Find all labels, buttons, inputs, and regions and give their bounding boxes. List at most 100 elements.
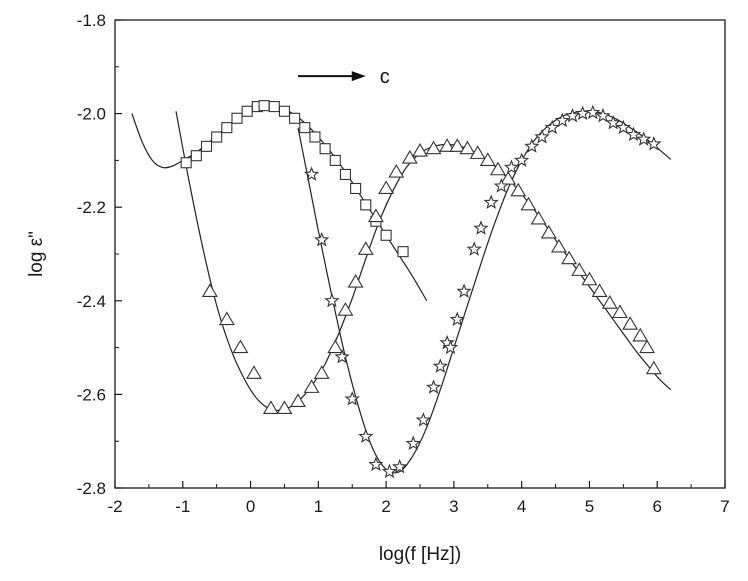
star-marker: [405, 435, 421, 451]
triangle-marker: [313, 365, 330, 379]
square-marker: [180, 157, 192, 169]
triangle-marker: [561, 250, 578, 265]
star-marker: [334, 348, 350, 364]
annotation-label: c: [380, 66, 390, 88]
star-marker: [646, 135, 662, 151]
star-marker: [442, 339, 459, 355]
star-marker: [324, 292, 340, 308]
square-marker: [278, 105, 290, 117]
square-marker: [360, 199, 372, 211]
square-fit-curve: [131, 105, 428, 302]
triangle-marker: [425, 140, 442, 155]
x-tick-label: 1: [314, 497, 323, 516]
square-marker: [241, 105, 253, 117]
triangle-marker: [290, 393, 306, 407]
triangle-marker: [262, 400, 279, 414]
square-marker: [309, 131, 321, 143]
triangle-marker: [581, 271, 598, 286]
triangle-marker: [367, 208, 384, 223]
triangle-marker: [601, 295, 618, 309]
x-tick-label: 4: [517, 497, 526, 516]
triangle-marker: [347, 273, 364, 288]
triangle-marker: [459, 140, 476, 155]
square-marker: [258, 100, 270, 112]
y-tick-label: -2.8: [77, 479, 106, 498]
star-marker: [466, 241, 482, 256]
annotation-arrow-head: [351, 71, 366, 82]
star-marker: [358, 428, 374, 444]
axis-tick-labels: -2 -1 0 1 2 3 4 5 6 7 -1.8 -2.0 -2.2 -2.4 -2.6 -2.8: [77, 11, 730, 516]
star-marker: [415, 412, 432, 427]
star-marker: [314, 231, 330, 247]
axis-ticks: [114, 19, 726, 489]
triangle-marker: [303, 379, 320, 393]
square-marker: [329, 154, 341, 166]
triangle-marker: [530, 210, 547, 225]
star-marker: [381, 463, 398, 479]
triangle-marker: [639, 339, 656, 354]
x-tick-label: 5: [585, 497, 594, 516]
x-axis-title: log(f [Hz]): [379, 544, 461, 565]
star-marker: [524, 138, 540, 153]
triangle-marker: [645, 360, 662, 375]
square-marker: [380, 229, 392, 241]
star-marker: [473, 220, 489, 235]
star-marker: [303, 166, 320, 181]
triangle-marker: [632, 327, 649, 342]
triangle-marker: [327, 339, 344, 354]
square-marker: [221, 122, 233, 134]
triangle-marker: [540, 224, 557, 239]
triangle-marker: [449, 138, 466, 152]
square-marker: [268, 101, 280, 113]
star-marker: [534, 128, 550, 144]
star-marker: [514, 152, 530, 167]
star-marker: [636, 131, 652, 146]
triangle-marker: [571, 262, 588, 276]
triangle-marker: [388, 164, 405, 178]
triangle-marker: [401, 149, 418, 164]
star-marker: [425, 379, 442, 394]
square-marker: [289, 112, 301, 124]
star-marker: [368, 456, 384, 472]
star-marker: [392, 458, 408, 474]
star-marker: [625, 126, 642, 142]
data-markers: [180, 100, 662, 479]
x-tick-label: 6: [652, 497, 661, 516]
star-marker: [615, 119, 631, 135]
triangle-marker: [611, 304, 628, 319]
square-marker: [339, 168, 351, 180]
triangle-marker: [412, 142, 428, 157]
star-marker: [595, 107, 611, 123]
y-tick-label: -2.2: [77, 198, 106, 217]
triangle-marker: [489, 161, 506, 176]
triangle-marker: [201, 283, 218, 297]
star-marker: [344, 391, 360, 406]
y-tick-label: -2.6: [77, 385, 106, 404]
triangle-marker: [232, 339, 249, 354]
triangle-marker: [357, 241, 374, 255]
x-tick-label: -1: [175, 497, 190, 516]
y-tick-label: -2.0: [77, 105, 106, 124]
square-marker: [319, 143, 331, 155]
triangle-marker: [622, 316, 639, 330]
y-tick-label: -2.4: [77, 292, 106, 311]
y-tick-label: -1.8: [77, 11, 106, 30]
square-marker: [350, 182, 362, 195]
star-marker: [575, 105, 591, 121]
star-marker: [483, 194, 499, 210]
y-axis-title: log ε": [26, 231, 47, 277]
triangle-marker: [245, 365, 262, 379]
x-tick-label: 3: [449, 497, 458, 516]
triangle-marker: [520, 196, 537, 211]
star-marker: [449, 311, 465, 327]
star-marker: [564, 107, 581, 123]
square-marker: [190, 150, 202, 162]
star-marker: [432, 358, 448, 373]
star-marker: [585, 104, 601, 120]
triangle-marker: [479, 152, 496, 166]
star-marker: [554, 112, 570, 128]
triangle-marker: [469, 145, 486, 159]
triangle-marker: [439, 138, 456, 152]
triangle-marker: [550, 238, 567, 253]
